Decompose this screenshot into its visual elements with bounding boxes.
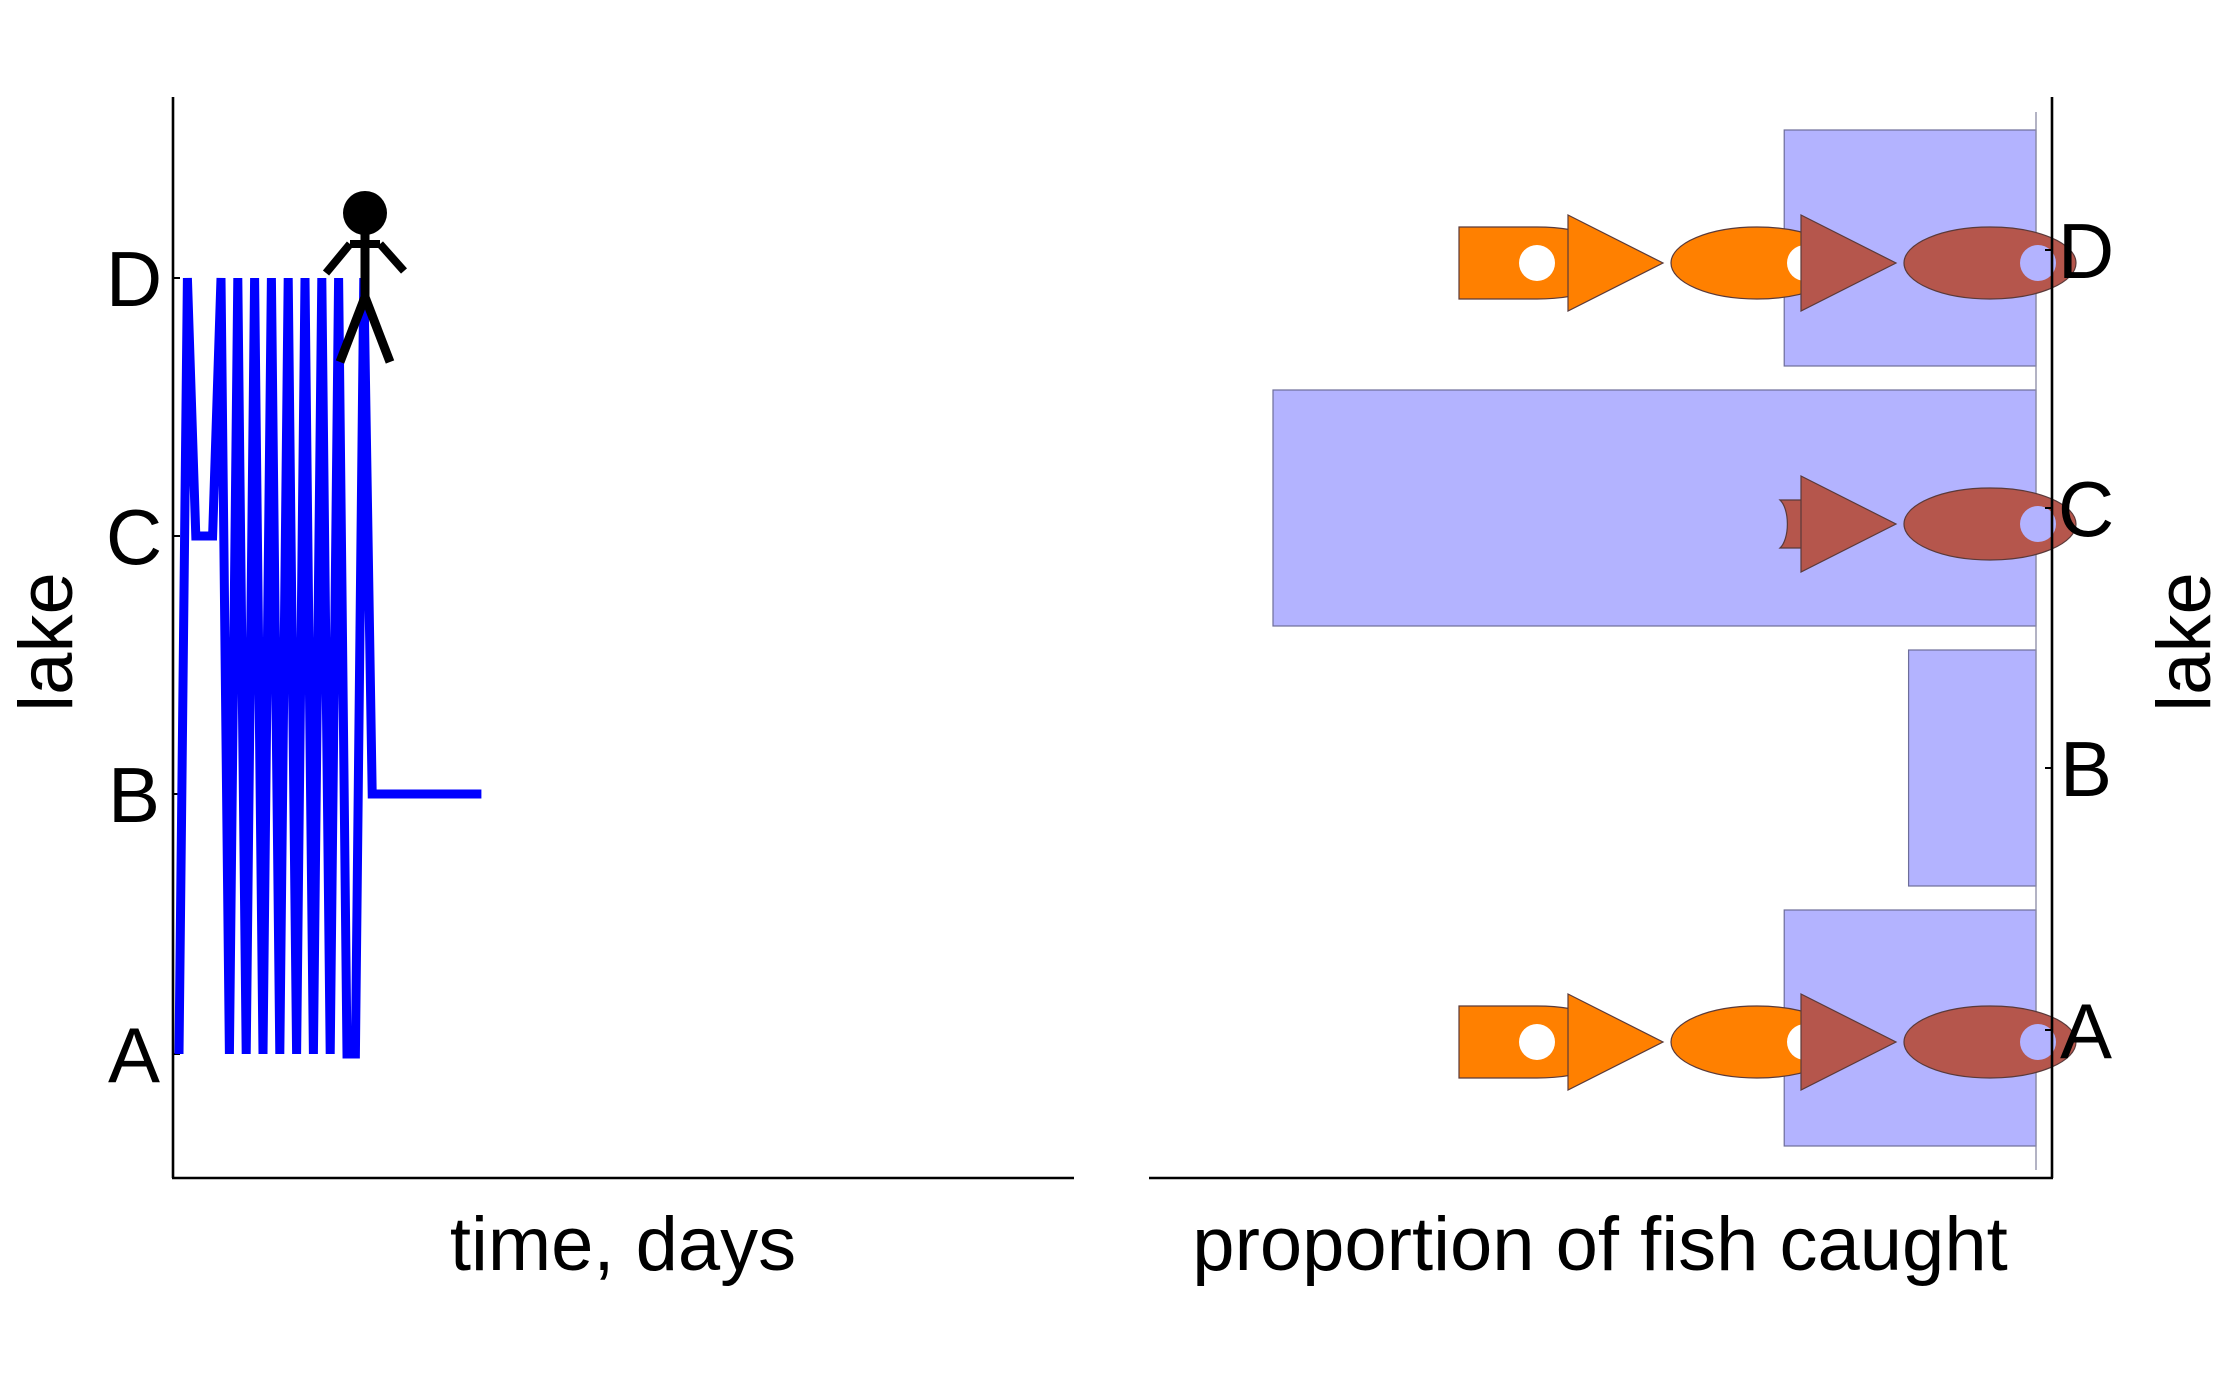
right-y-tick-label: D [2058,207,2114,295]
fish-icon-orange [1567,993,1844,1091]
bar-C [1272,389,2037,627]
lake-visit-line [174,277,482,1059]
left-y-axis-label: lake [4,572,89,711]
bar-B [1907,649,2037,887]
right-y-tick-label: C [2058,465,2114,553]
bars [1272,129,2037,1147]
fish-icon-caught [1800,214,2077,312]
right-y-tick-labels: A B C D [2058,207,2114,1075]
right-y-tick-label: A [2060,987,2112,1075]
right-y-axis-label: lake [2142,572,2222,711]
left-y-tick-labels: A B C D [106,235,162,1099]
fish-tail-fragment [1778,499,1807,549]
right-y-tick-label: B [2060,725,2112,813]
right-x-axis-label: proportion of fish caught [1192,1202,2007,1287]
left-y-tick-label: D [106,235,162,323]
left-y-tick-label: C [106,493,162,581]
left-y-tick-label: B [108,751,160,839]
time-chart: A B C D time, days lake [4,97,1074,1287]
fish-chart: A B C D proportion of fish caught lake [1149,97,2222,1287]
person-icon [322,191,407,364]
left-y-tick-label: A [108,1011,160,1099]
fish-icons [1458,214,2077,1091]
left-x-axis-label: time, days [450,1202,796,1287]
fish-icon-caught [1800,993,2077,1091]
fish-icon-caught [1800,475,2077,573]
fish-icon-orange [1567,214,1844,312]
right-y-ticks [2045,249,2052,1031]
